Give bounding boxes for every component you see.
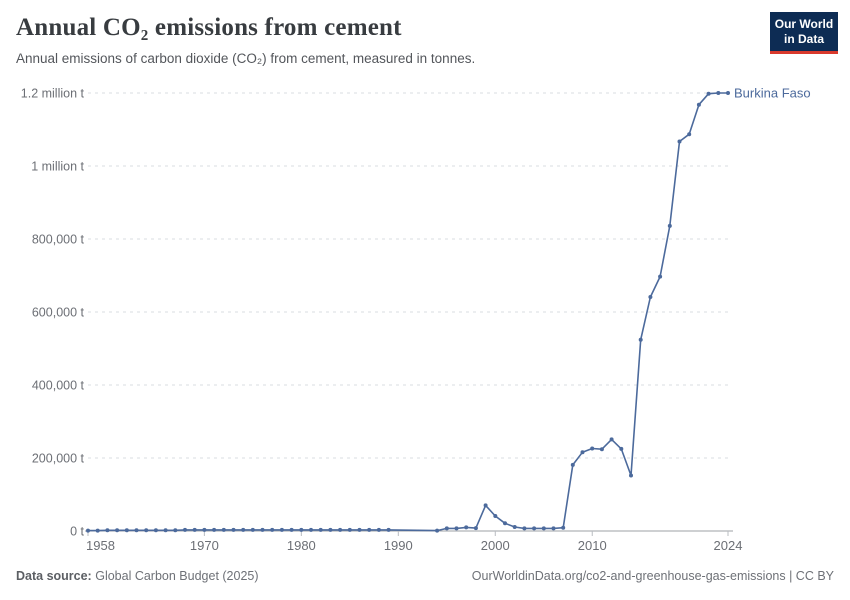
data-point[interactable] [231, 527, 236, 532]
x-tick-label: 1990 [384, 538, 413, 553]
data-point[interactable] [561, 525, 566, 530]
x-tick-label: 2000 [481, 538, 510, 553]
y-tick-label: 0 t [70, 525, 84, 539]
x-tick-label: 1970 [190, 538, 219, 553]
y-tick-label: 1.2 million t [21, 87, 85, 101]
page-title: Annual CO₂ emissions from cement [16, 14, 402, 41]
data-point[interactable] [580, 450, 585, 455]
data-point[interactable] [221, 527, 226, 532]
data-point[interactable] [124, 528, 129, 533]
data-point[interactable] [435, 528, 440, 533]
data-point[interactable] [590, 446, 595, 451]
chart-subtitle: Annual emissions of carbon dioxide (CO₂)… [16, 51, 476, 66]
data-point[interactable] [115, 528, 120, 533]
data-point[interactable] [309, 527, 313, 532]
data-point[interactable] [212, 527, 217, 532]
x-tick-label: 1958 [86, 538, 115, 553]
data-point[interactable] [706, 91, 711, 96]
data-point[interactable] [86, 528, 90, 533]
data-point[interactable] [318, 527, 323, 532]
data-point[interactable] [173, 528, 178, 533]
data-point[interactable] [570, 462, 575, 467]
data-point[interactable] [260, 527, 265, 532]
data-point[interactable] [609, 437, 614, 442]
data-point[interactable] [464, 525, 469, 530]
data-point[interactable] [347, 527, 352, 532]
data-point[interactable] [716, 91, 721, 95]
x-tick-label: 2010 [578, 538, 607, 553]
series-entity-label[interactable]: Burkina Faso [734, 86, 811, 101]
x-tick-label: 2024 [714, 538, 743, 553]
data-point[interactable] [270, 527, 275, 532]
data-point[interactable] [144, 528, 149, 533]
chart-footer: Data source: Global Carbon Budget (2025)… [16, 569, 834, 583]
data-point[interactable] [541, 526, 546, 531]
data-point[interactable] [473, 526, 478, 531]
data-point[interactable] [629, 473, 633, 478]
data-point[interactable] [483, 503, 488, 508]
y-tick-label: 1 million t [31, 160, 84, 174]
data-point[interactable] [192, 527, 197, 532]
data-point[interactable] [658, 274, 663, 279]
data-point[interactable] [376, 527, 381, 532]
data-point[interactable] [279, 527, 284, 532]
data-point[interactable] [687, 132, 692, 137]
data-point[interactable] [493, 514, 498, 518]
line-chart-canvas[interactable]: 0 t 200,000 t 400,000 t 600,000 t 800,000 t 1… [0, 0, 850, 560]
data-point[interactable] [503, 521, 507, 526]
data-point[interactable] [551, 526, 556, 531]
data-point[interactable] [338, 527, 343, 532]
data-point[interactable] [599, 447, 604, 452]
data-point[interactable] [153, 528, 158, 533]
y-tick-label: 200,000 t [32, 452, 85, 466]
data-point[interactable] [328, 527, 333, 532]
owid-logo[interactable]: Our World in Data [770, 12, 838, 54]
series-line[interactable] [88, 92, 728, 532]
x-tick-label: 1980 [287, 538, 316, 553]
data-source: Data source: Global Carbon Budget (2025) [16, 569, 259, 583]
data-point[interactable] [667, 223, 672, 228]
footer-citation-link[interactable]: OurWorldinData.org/co2-and-greenhouse-ga… [471, 569, 834, 583]
data-point[interactable] [367, 527, 372, 532]
y-tick-label: 400,000 t [32, 379, 85, 393]
data-point[interactable] [95, 528, 100, 533]
data-point[interactable] [454, 526, 459, 531]
data-point[interactable] [726, 91, 730, 95]
owid-logo-line1: Our World [774, 17, 834, 31]
owid-logo-line2: in Data [783, 32, 824, 46]
data-point[interactable] [183, 527, 187, 532]
data-point[interactable] [105, 528, 110, 533]
data-point[interactable] [241, 527, 246, 532]
data-point[interactable] [638, 337, 643, 342]
data-source-label: Data source: [16, 569, 92, 583]
data-point[interactable] [648, 295, 653, 299]
data-point[interactable] [696, 102, 701, 107]
data-point[interactable] [522, 526, 527, 531]
chart-header: Annual CO₂ emissions from cement Annual … [16, 14, 754, 66]
data-point[interactable] [532, 526, 537, 531]
data-point[interactable] [299, 527, 304, 532]
data-point[interactable] [202, 527, 207, 532]
y-tick-label: 600,000 t [32, 306, 85, 320]
data-point[interactable] [619, 446, 624, 451]
data-point[interactable] [386, 527, 391, 532]
data-point[interactable] [163, 528, 168, 533]
data-point[interactable] [250, 527, 255, 532]
data-source-value: Global Carbon Budget (2025) [95, 569, 259, 583]
data-point[interactable] [134, 528, 139, 533]
data-point[interactable] [289, 527, 294, 532]
data-point[interactable] [357, 527, 362, 532]
data-point[interactable] [444, 526, 449, 531]
data-point[interactable] [677, 139, 682, 144]
y-tick-label: 800,000 t [32, 233, 85, 247]
data-point[interactable] [512, 525, 517, 529]
